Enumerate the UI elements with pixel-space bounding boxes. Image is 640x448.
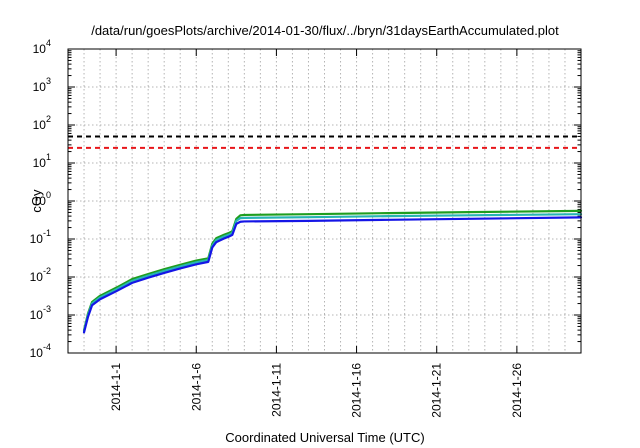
- x-tick-label: 2014-1-16: [350, 363, 364, 418]
- axis-ticks: [68, 48, 581, 354]
- y-tick-label: 101: [33, 152, 51, 170]
- y-tick-label: 103: [33, 76, 51, 94]
- y-tick-label: 10-4: [30, 342, 51, 360]
- x-tick-label: 2014-1-1: [109, 363, 123, 411]
- grid: [68, 49, 581, 353]
- plot-frame: [67, 48, 582, 354]
- x-tick-label: 2014-1-6: [189, 363, 203, 411]
- x-tick-label: 2014-1-11: [269, 363, 283, 417]
- y-axis-label: cGy: [29, 189, 44, 213]
- series-line: [82, 213, 583, 333]
- x-tick-labels: 2014-1-1 2014-1-6 2014-1-11 2014-1-16 2014-1…: [109, 363, 524, 418]
- y-tick-label: 10-2: [30, 266, 51, 284]
- data-series: [82, 209, 583, 334]
- y-tick-label: 102: [33, 114, 51, 132]
- y-tick-label: 100: [33, 190, 51, 208]
- y-tick-label: 10-1: [30, 228, 51, 246]
- x-axis-label: Coordinated Universal Time (UTC): [225, 430, 424, 445]
- y-tick-label: 104: [33, 38, 51, 56]
- x-tick-label: 2014-1-21: [430, 363, 444, 418]
- y-tick-labels: 10-4 10-3 10-2 10-1 100 101 102 103 104: [30, 38, 51, 360]
- reference-lines: [68, 135, 581, 149]
- chart-title: /data/run/goesPlots/archive/2014-01-30/f…: [91, 23, 559, 38]
- x-tick-label: 2014-1-26: [510, 363, 524, 418]
- series-line: [82, 216, 583, 334]
- y-tick-label: 10-3: [30, 304, 51, 322]
- series-line: [82, 209, 583, 332]
